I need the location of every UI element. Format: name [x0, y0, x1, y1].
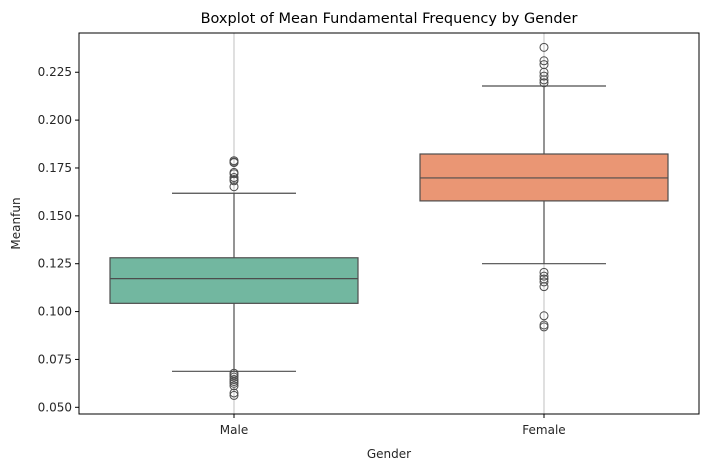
outlier-point: [539, 75, 549, 85]
x-tick-label-male: Male: [220, 423, 248, 437]
outlier-point: [539, 277, 549, 287]
outlier-point: [229, 158, 239, 168]
outlier-point: [539, 271, 549, 281]
outlier-point: [539, 311, 549, 321]
box-female: [419, 42, 669, 332]
outlier-point: [229, 390, 239, 400]
outlier-point: [539, 71, 549, 81]
box-group: [109, 42, 669, 400]
y-axis: 0.050 0.075 0.100 0.125 0.150 0.175 0.200 0.225: [38, 65, 79, 414]
y-axis-label: Meanfun: [9, 197, 23, 249]
x-axis: Male Female: [220, 414, 566, 437]
y-tick-label: 0.225: [38, 65, 72, 79]
plot-frame: [78, 32, 700, 415]
y-tick-label: 0.125: [38, 257, 72, 271]
outlier-point: [539, 56, 549, 66]
outlier-point: [229, 169, 239, 179]
chart-title: Boxplot of Mean Fundamental Frequency by…: [201, 11, 578, 27]
outlier-point: [229, 176, 239, 186]
outlier-point: [539, 78, 549, 88]
outlier-point: [539, 42, 549, 52]
x-axis-label: Gender: [367, 447, 411, 461]
y-tick-label: 0.100: [38, 305, 72, 319]
x-tick-label-female: Female: [522, 423, 565, 437]
y-tick-label: 0.200: [38, 113, 72, 127]
outlier-point: [539, 267, 549, 277]
outlier-point: [229, 381, 239, 391]
y-tick-label: 0.050: [38, 400, 72, 414]
outlier-point: [539, 282, 549, 292]
box-male: [109, 156, 359, 400]
outlier-point: [229, 182, 239, 192]
outlier-point: [229, 378, 239, 388]
iqr-box: [109, 257, 359, 304]
y-tick-label: 0.175: [38, 161, 72, 175]
x-gridlines: [233, 33, 545, 414]
outlier-point: [229, 388, 239, 398]
outlier-point: [539, 322, 549, 332]
y-tick-label: 0.150: [38, 209, 72, 223]
y-tick-label: 0.075: [38, 352, 72, 366]
outlier-point: [229, 372, 239, 382]
